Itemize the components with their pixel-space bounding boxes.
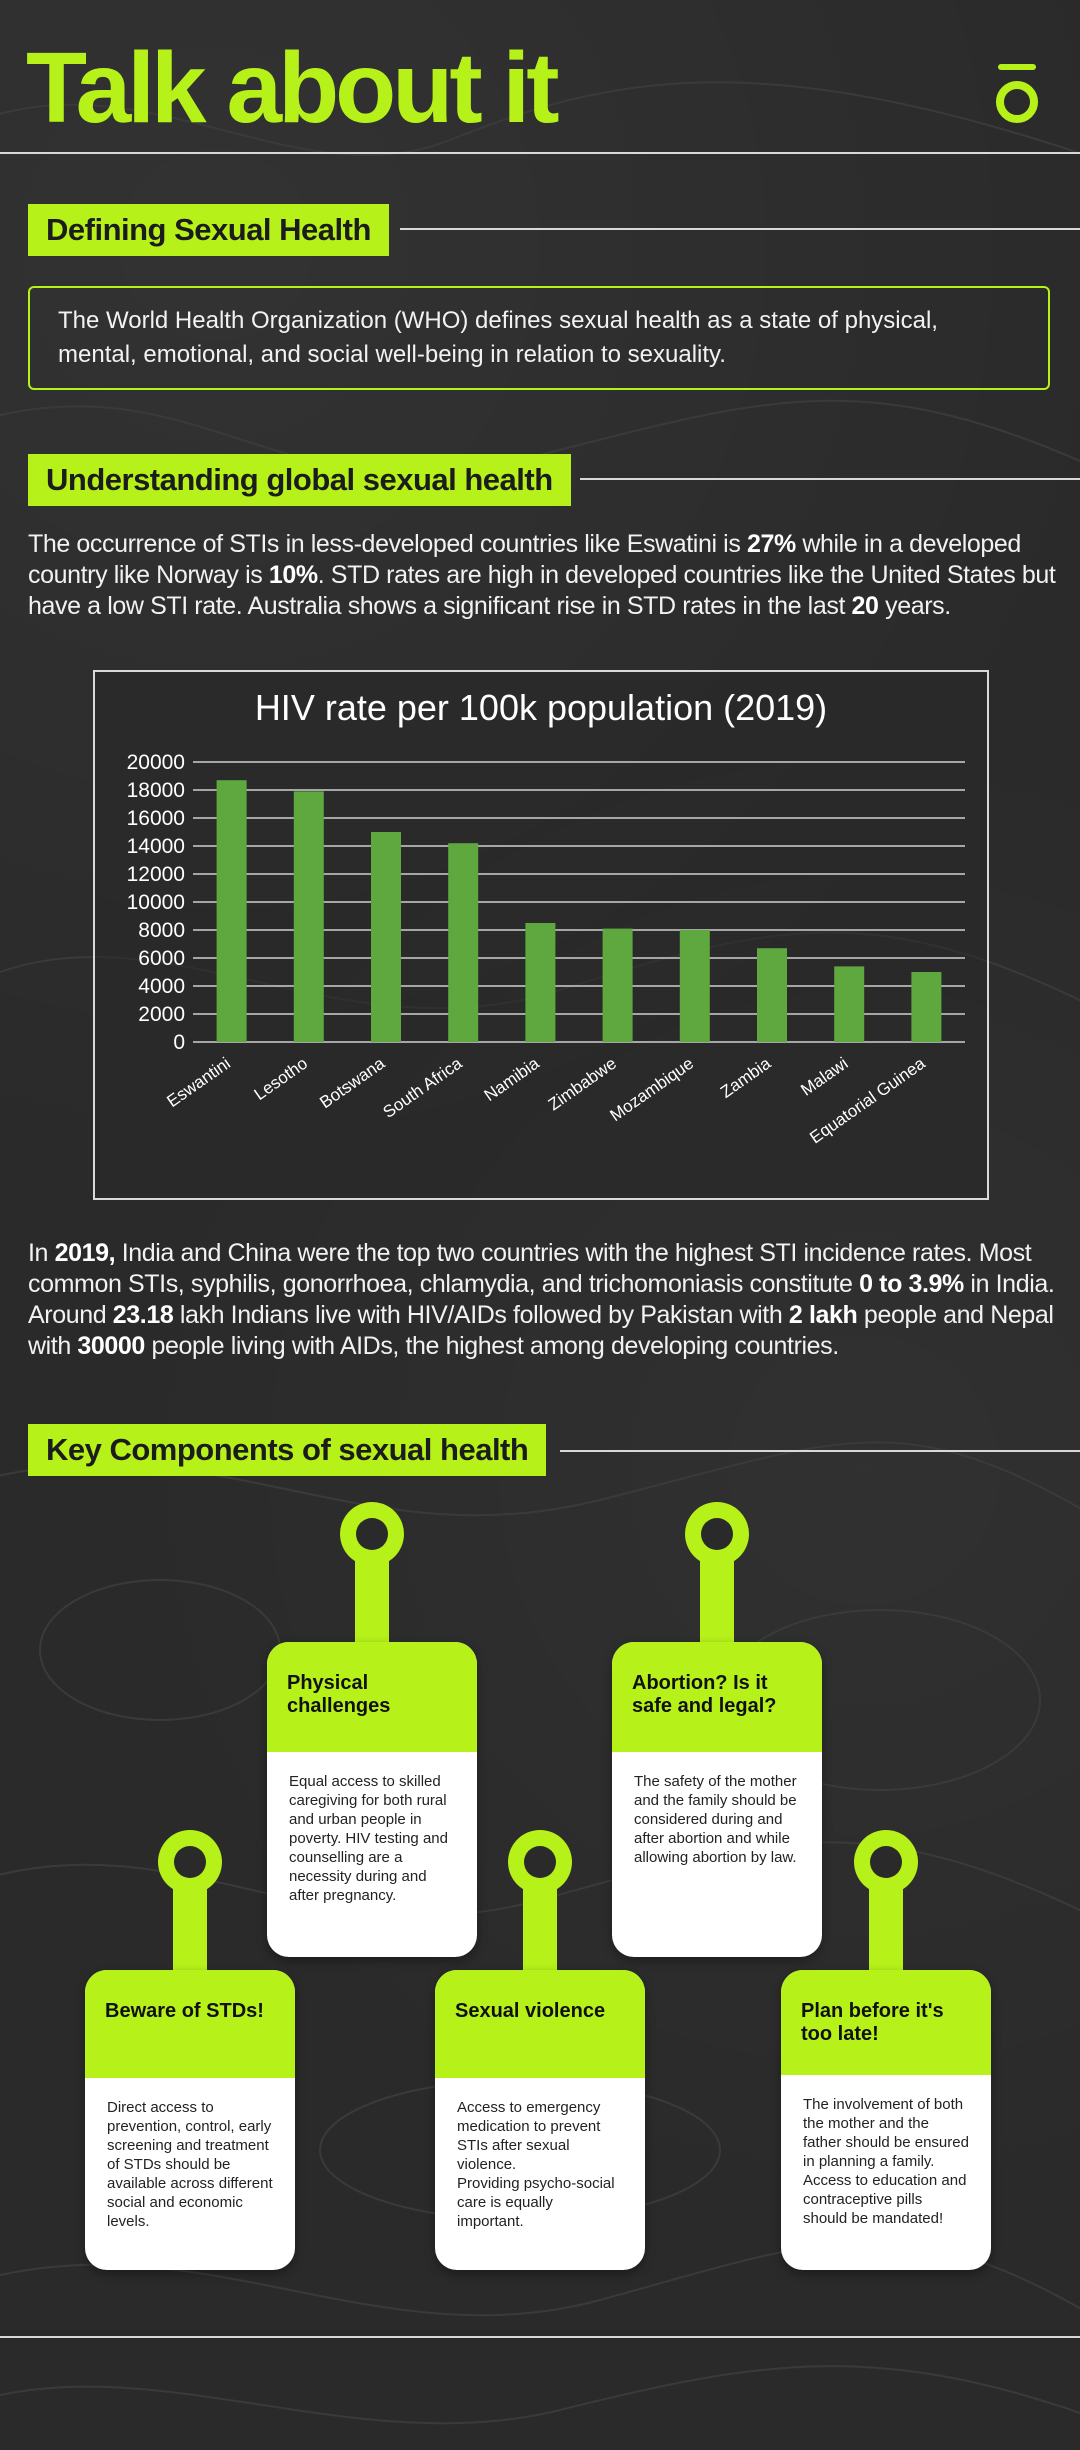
card-body: Direct access to prevention, control, ea… (107, 2099, 273, 2230)
brand-logo-icon (992, 62, 1042, 128)
card-title: Plan before it's too late! (781, 1970, 991, 2075)
x-tick-label: Malawi (797, 1054, 851, 1100)
y-tick-label: 14000 (127, 835, 185, 858)
x-tick-label: Eswantini (163, 1054, 234, 1111)
chart-bar (834, 966, 865, 1042)
y-tick-label: 10000 (127, 891, 185, 914)
card-handle-icon (158, 1830, 222, 1894)
card-handle-icon (685, 1502, 749, 1566)
card-handle-icon (854, 1830, 918, 1894)
chart-bar (293, 791, 324, 1042)
card-handle-icon (508, 1830, 572, 1894)
y-tick-label: 12000 (127, 863, 185, 886)
card-title: Sexual violence (435, 1970, 645, 2078)
card-neck (173, 1884, 207, 1980)
section-heading-components: Key Components of sexual health (28, 1424, 547, 1476)
card-sexual-violence: Sexual violence Access to emergency medic… (435, 1970, 645, 2270)
y-tick-label: 20000 (127, 751, 185, 774)
section-heading-global: Understanding global sexual health (28, 454, 571, 506)
page-title: Talk about it (26, 32, 559, 144)
card-body: Access to emergency medication to preven… (457, 2099, 615, 2230)
y-tick-label: 4000 (138, 975, 185, 998)
header-divider (0, 152, 1080, 154)
chart-bar (448, 843, 479, 1042)
x-tick-label: Zimbabwe (545, 1054, 620, 1115)
chart-bar (371, 832, 401, 1042)
chart-bar (911, 972, 942, 1042)
x-tick-label: Zambia (717, 1053, 775, 1101)
y-tick-label: 16000 (127, 807, 185, 830)
definition-box: The World Health Organization (WHO) defi… (28, 286, 1050, 390)
chart-bar (757, 948, 787, 1042)
card-title: Beware of STDs! (85, 1970, 295, 2078)
y-tick-label: 18000 (127, 779, 185, 802)
section-divider (560, 1450, 1080, 1452)
card-body: The safety of the mother and the family … (634, 1773, 797, 1866)
x-tick-label: Mozambique (606, 1054, 697, 1125)
chart-bar (679, 930, 710, 1042)
chart-bar (216, 780, 247, 1042)
card-body: The involvement of both the mother and t… (803, 2096, 969, 2227)
y-tick-label: 8000 (138, 919, 185, 942)
x-tick-label: South Africa (380, 1053, 466, 1121)
card-handle-icon (340, 1502, 404, 1566)
chart-bar (602, 928, 633, 1042)
chart-title: HIV rate per 100k population (2019) (255, 687, 827, 728)
x-tick-label: Botswana (316, 1053, 389, 1112)
card-title: Abortion? Is it safe and legal? (612, 1642, 822, 1752)
card-plan-before: Plan before it's too late! The involvemen… (781, 1970, 991, 2270)
card-body: Equal access to skilled caregiving for b… (289, 1773, 448, 1904)
chart-bar (525, 923, 556, 1042)
y-tick-label: 6000 (138, 947, 185, 970)
global-paragraph-2: In 2019, India and China were the top tw… (28, 1239, 1055, 1360)
card-physical-challenges: Physical challenges Equal access to skill… (267, 1642, 477, 1957)
y-tick-label: 0 (173, 1031, 185, 1054)
card-title: Physical challenges (267, 1642, 477, 1752)
chart-canvas: HIV rate per 100k population (2019) 0 2000… (127, 687, 965, 1147)
x-tick-label: Lesotho (251, 1054, 311, 1104)
section-heading-defining: Defining Sexual Health (28, 204, 389, 256)
hiv-rate-chart: HIV rate per 100k population (2019) 0 2000… (93, 670, 989, 1200)
section-divider (580, 478, 1080, 480)
card-neck (869, 1884, 903, 1980)
card-neck (355, 1556, 389, 1652)
card-beware-stds: Beware of STDs! Direct access to preventi… (85, 1970, 295, 2270)
footer-divider (0, 2336, 1080, 2338)
card-neck (700, 1556, 734, 1652)
card-abortion: Abortion? Is it safe and legal? The safet… (612, 1642, 822, 1957)
global-paragraph-1: The occurrence of STIs in less-developed… (28, 530, 1056, 620)
x-tick-label: Namibia (481, 1053, 543, 1105)
section-divider (400, 228, 1080, 230)
y-tick-label: 2000 (138, 1003, 185, 1026)
card-neck (523, 1884, 557, 1980)
